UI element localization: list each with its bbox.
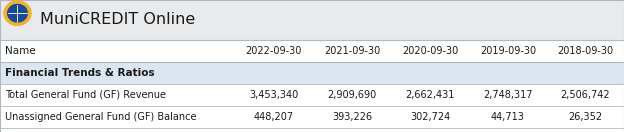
Text: 2,506,742: 2,506,742 xyxy=(560,90,610,100)
Polygon shape xyxy=(8,5,27,22)
Text: 2,748,317: 2,748,317 xyxy=(483,90,533,100)
Polygon shape xyxy=(4,1,31,25)
Text: 2020-09-30: 2020-09-30 xyxy=(402,46,459,56)
Text: MuniCREDIT Online: MuniCREDIT Online xyxy=(40,12,195,27)
Polygon shape xyxy=(8,5,27,22)
Text: 2,662,431: 2,662,431 xyxy=(406,90,455,100)
Text: 393,226: 393,226 xyxy=(332,112,373,122)
Text: 2,909,690: 2,909,690 xyxy=(328,90,377,100)
Text: 448,207: 448,207 xyxy=(253,112,294,122)
Text: 3,453,340: 3,453,340 xyxy=(249,90,298,100)
Text: 2022-09-30: 2022-09-30 xyxy=(245,46,302,56)
Polygon shape xyxy=(4,1,31,25)
Text: 2021-09-30: 2021-09-30 xyxy=(324,46,381,56)
Text: Name: Name xyxy=(5,46,36,56)
Text: 44,713: 44,713 xyxy=(491,112,525,122)
Text: 26,352: 26,352 xyxy=(568,112,602,122)
Text: Financial Trends & Ratios: Financial Trends & Ratios xyxy=(5,68,155,78)
Text: 2019-09-30: 2019-09-30 xyxy=(480,46,536,56)
Text: Total General Fund (GF) Revenue: Total General Fund (GF) Revenue xyxy=(5,90,166,100)
Text: 2018-09-30: 2018-09-30 xyxy=(557,46,613,56)
Polygon shape xyxy=(6,11,27,23)
Text: Unassigned General Fund (GF) Balance: Unassigned General Fund (GF) Balance xyxy=(5,112,197,122)
Text: 302,724: 302,724 xyxy=(410,112,451,122)
